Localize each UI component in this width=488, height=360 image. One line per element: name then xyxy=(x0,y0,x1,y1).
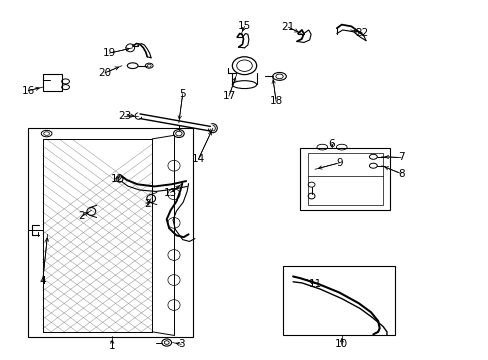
Text: 19: 19 xyxy=(102,48,116,58)
Text: 22: 22 xyxy=(355,28,368,38)
Text: 1: 1 xyxy=(109,342,115,351)
Text: 23: 23 xyxy=(118,111,131,121)
Text: 9: 9 xyxy=(335,158,342,168)
Text: 15: 15 xyxy=(237,21,251,31)
Text: 21: 21 xyxy=(281,22,294,32)
Bar xyxy=(28,128,193,337)
Text: 7: 7 xyxy=(397,153,404,162)
Text: 14: 14 xyxy=(191,154,204,164)
Bar xyxy=(42,74,62,91)
Text: 10: 10 xyxy=(334,339,347,349)
Bar xyxy=(307,153,382,205)
Text: 16: 16 xyxy=(21,86,35,96)
Text: 11: 11 xyxy=(308,279,321,289)
Text: 18: 18 xyxy=(269,96,282,107)
Text: 5: 5 xyxy=(179,89,185,99)
Text: 2: 2 xyxy=(78,211,85,221)
Text: 4: 4 xyxy=(40,276,46,286)
Text: 17: 17 xyxy=(222,91,235,101)
Text: 6: 6 xyxy=(328,139,335,149)
Text: 13: 13 xyxy=(163,188,177,198)
Text: 8: 8 xyxy=(397,168,404,179)
Text: 3: 3 xyxy=(178,339,184,349)
Bar xyxy=(300,148,389,210)
Text: 12: 12 xyxy=(110,174,123,184)
Text: 20: 20 xyxy=(98,68,111,78)
Text: 2: 2 xyxy=(143,199,150,209)
Bar xyxy=(283,266,394,336)
